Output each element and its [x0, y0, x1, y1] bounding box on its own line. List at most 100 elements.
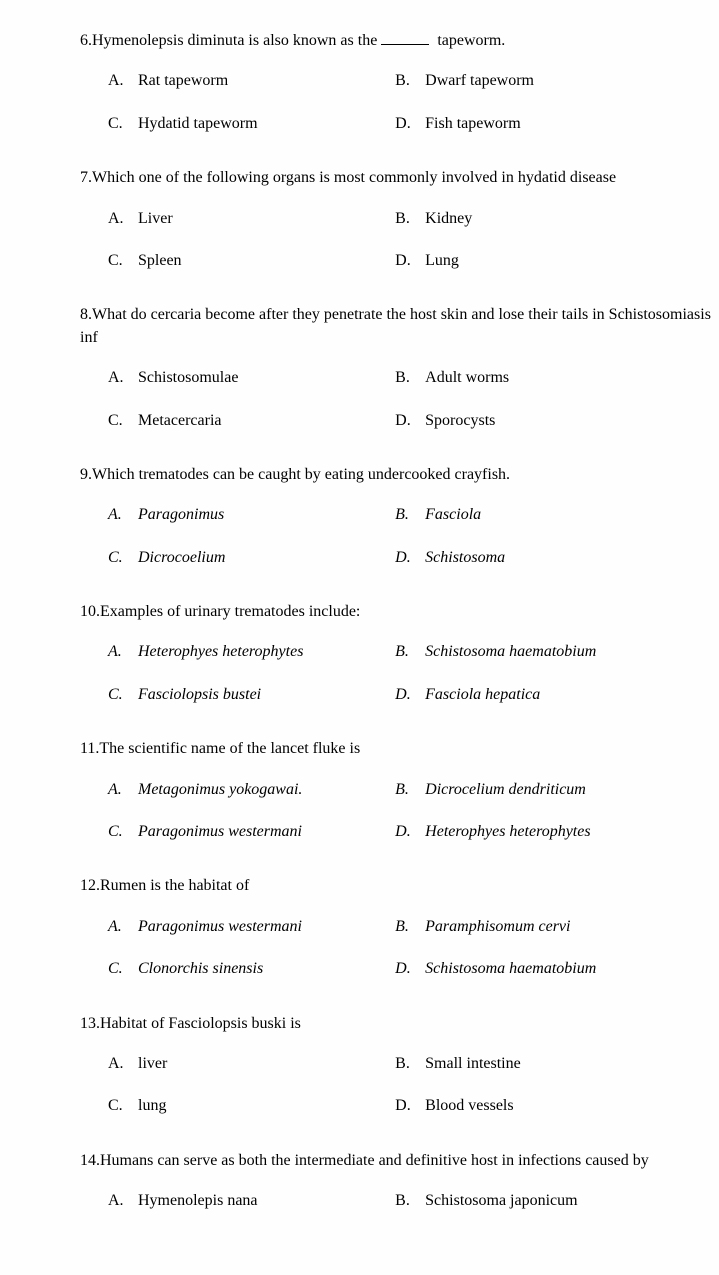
option: A.Rat tapeworm [108, 70, 395, 92]
option-text: Fish tapeworm [425, 113, 521, 135]
option-letter: D. [395, 113, 415, 135]
option-text: Paragonimus westermani [138, 821, 302, 843]
question-list: 6.Hymenolepsis diminuta is also known as… [80, 30, 719, 1233]
option: D.Heterophyes heterophytes [395, 821, 682, 843]
question: 13.Habitat of Fasciolopsis buski is A.liv… [80, 1013, 719, 1138]
question-number: 13. [80, 1015, 100, 1032]
option: B.Paramphisomum cervi [395, 916, 682, 938]
question-number: 8. [80, 306, 92, 323]
option: C.Fasciolopsis bustei [108, 684, 395, 706]
option-letter: D. [395, 821, 415, 843]
option-letter: A. [108, 641, 128, 663]
question-text: 11.The scientific name of the lancet flu… [80, 738, 719, 760]
option: D.Schistosoma haematobium [395, 958, 682, 980]
option-text: Metacercaria [138, 410, 221, 432]
option-text: Dicrocoelium [138, 547, 225, 569]
option-text: Clonorchis sinensis [138, 958, 263, 980]
option: C.lung [108, 1095, 395, 1117]
option-text: Paragonimus [138, 504, 224, 526]
option: B.Small intestine [395, 1053, 682, 1075]
question-number: 11. [80, 740, 99, 757]
options-container: A.liverB.Small intestineC.lungD.Blood ve… [80, 1053, 719, 1138]
question: 9.Which trematodes can be caught by eati… [80, 464, 719, 589]
options-container: A.ParagonimusB.Fasciola C. Dicrocoelium D. S… [80, 504, 719, 589]
option: B.Adult worms [395, 367, 682, 389]
options-container: A.LiverB.KidneyC.SpleenD.Lung [80, 208, 719, 293]
question-number: 7. [80, 169, 92, 186]
question-stem-after: tapeworm. [433, 32, 505, 49]
question-stem: Habitat of Fasciolopsis buski is [100, 1015, 301, 1032]
option-letter: C. [108, 410, 128, 432]
question-text: 12.Rumen is the habitat of [80, 875, 719, 897]
option-letter: B. [395, 916, 415, 938]
option-letter: C. [108, 547, 128, 569]
question-stem: What do cercaria become after they penet… [80, 306, 711, 345]
options-container: A.Heterophyes heterophytesB.Schistosoma … [80, 641, 719, 726]
option: D. Schistosoma [395, 547, 682, 569]
option-letter: B. [395, 641, 415, 663]
option-text: Hymenolepis nana [138, 1190, 258, 1212]
option-letter: B. [395, 208, 415, 230]
question-number: 12. [80, 877, 100, 894]
option-letter: A. [108, 1053, 128, 1075]
question-text: 6.Hymenolepsis diminuta is also known as… [80, 30, 719, 52]
option-text: Schistosomulae [138, 367, 238, 389]
option-text: Lung [425, 250, 459, 272]
question-number: 9. [80, 466, 92, 483]
option-text: Schistosoma [425, 547, 505, 569]
option-text: Blood vessels [425, 1095, 513, 1117]
option-text: Dwarf tapeworm [425, 70, 534, 92]
option-letter: A. [108, 779, 128, 801]
option: C. Dicrocoelium [108, 547, 395, 569]
question-text: 8.What do cercaria become after they pen… [80, 304, 719, 349]
option-letter: C. [108, 113, 128, 135]
option: A.Schistosomulae [108, 367, 395, 389]
question: 7.Which one of the following organs is m… [80, 167, 719, 292]
question-stem: Humans can serve as both the intermediat… [100, 1152, 649, 1169]
options-container: A.Metagonimus yokogawai.B.Dicrocelium de… [80, 779, 719, 864]
question-text: 9.Which trematodes can be caught by eati… [80, 464, 719, 486]
option: B.Dicrocelium dendriticum [395, 779, 682, 801]
option: A.liver [108, 1053, 395, 1075]
question-stem: Examples of urinary trematodes include: [100, 603, 360, 620]
option-letter: C. [108, 684, 128, 706]
option: A.Metagonimus yokogawai. [108, 779, 395, 801]
option-letter: B. [395, 1053, 415, 1075]
option: D. Fish tapeworm [395, 113, 682, 135]
option-letter: C. [108, 250, 128, 272]
question-stem: Which one of the following organs is mos… [92, 169, 616, 186]
question: 14.Humans can serve as both the intermed… [80, 1150, 719, 1233]
option-letter: A. [108, 1190, 128, 1212]
option: D.Lung [395, 250, 682, 272]
question: 11.The scientific name of the lancet flu… [80, 738, 719, 863]
option: D.Fasciola hepatica [395, 684, 682, 706]
option-text: Paragonimus westermani [138, 916, 302, 938]
option-letter: D. [395, 547, 415, 569]
options-container: A. Paragonimus westermani B.Paramphisomum … [80, 916, 719, 1001]
question-stem: Hymenolepsis diminuta is also known as t… [92, 32, 377, 49]
option-text: Spleen [138, 250, 182, 272]
option: B.Schistosoma haematobium [395, 641, 682, 663]
option-letter: A. [108, 208, 128, 230]
question-text: 10.Examples of urinary trematodes includ… [80, 601, 719, 623]
option-letter: B. [395, 367, 415, 389]
option: A. Paragonimus westermani [108, 916, 395, 938]
question-text: 14.Humans can serve as both the intermed… [80, 1150, 719, 1172]
option-letter: A. [108, 916, 128, 938]
option: A. Hymenolepis nana [108, 1190, 395, 1212]
option: B.Schistosoma japonicum [395, 1190, 682, 1212]
question-text: 7.Which one of the following organs is m… [80, 167, 719, 189]
option: C. Spleen [108, 250, 395, 272]
option: C.Clonorchis sinensis [108, 958, 395, 980]
option: A.Paragonimus [108, 504, 395, 526]
option-letter: B. [395, 504, 415, 526]
option-text: Kidney [425, 208, 472, 230]
question-number: 6. [80, 32, 92, 49]
option-letter: C. [108, 1095, 128, 1117]
option: B.Fasciola [395, 504, 682, 526]
option: A.Heterophyes heterophytes [108, 641, 395, 663]
option: D.Sporocysts [395, 410, 682, 432]
fill-blank [381, 44, 429, 45]
option-letter: C. [108, 821, 128, 843]
question: 12.Rumen is the habitat of A. Paragonimus … [80, 875, 719, 1000]
